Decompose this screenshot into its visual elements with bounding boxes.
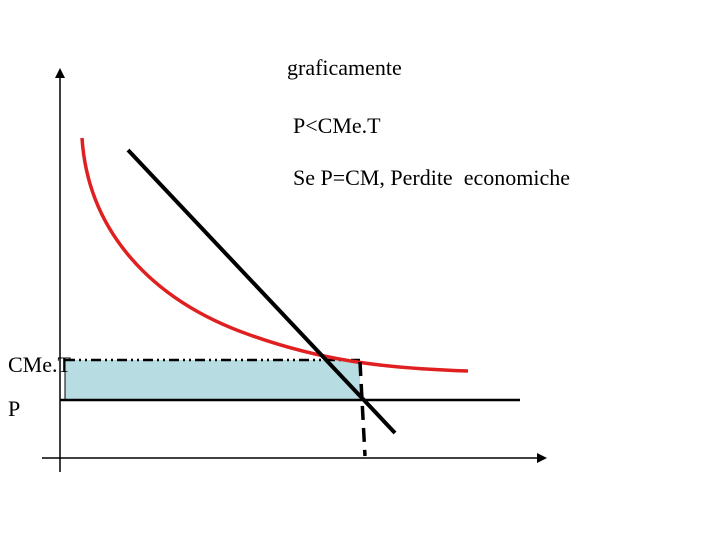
note: Se P=CM, Perdite economiche	[293, 165, 570, 190]
average-cost-curve	[80, 137, 469, 373]
cost-label: CMe.T	[8, 352, 72, 377]
quantity-dashed-line	[358, 361, 367, 457]
loss-area	[65, 360, 360, 400]
title: graficamente	[287, 55, 402, 80]
demand-line	[126, 148, 397, 435]
note: P<CMe.T	[293, 113, 381, 138]
price-label: P	[8, 396, 20, 421]
